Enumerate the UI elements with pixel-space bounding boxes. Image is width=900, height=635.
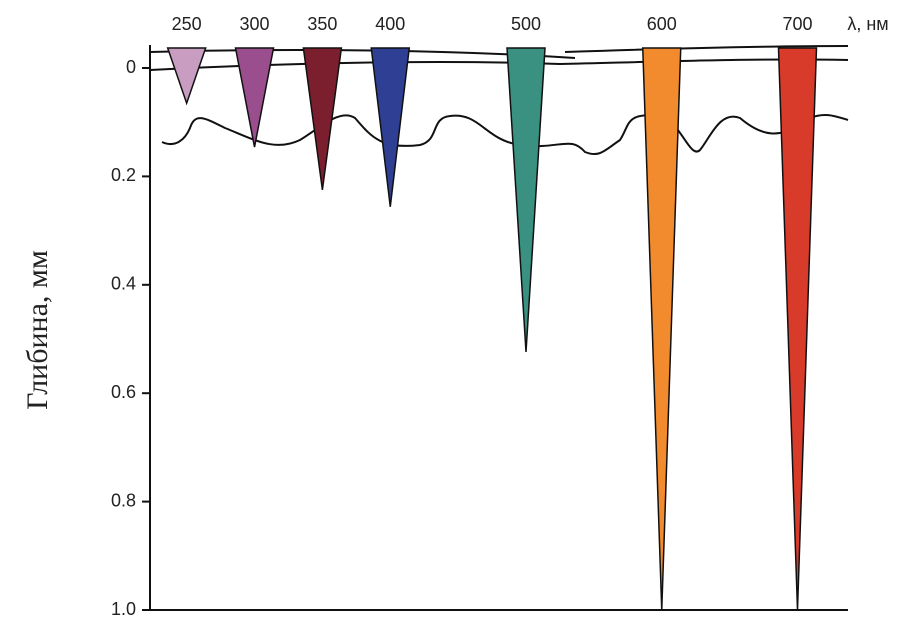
wedge	[641, 47, 682, 611]
y-tick-label: 0	[126, 57, 136, 77]
y-tick-label: 0.8	[111, 490, 136, 510]
x-tick-label: 300	[239, 14, 269, 34]
wedge	[234, 47, 275, 148]
x-tick-label: 600	[647, 14, 677, 34]
x-axis-label: λ, нм	[847, 14, 888, 34]
x-tick-label: 250	[172, 14, 202, 34]
x-tick-label: 500	[511, 14, 541, 34]
wedge	[506, 47, 546, 353]
surface-line	[564, 45, 849, 53]
x-tick-label: 400	[375, 14, 405, 34]
y-axis-label: Глибина, мм	[21, 250, 54, 410]
y-tick-label: 0.4	[111, 274, 136, 294]
layer-boundary	[161, 113, 849, 156]
wedge	[302, 47, 343, 191]
x-tick-label: 350	[307, 14, 337, 34]
wedge	[777, 47, 818, 611]
wedge	[166, 47, 207, 106]
y-tick-label: 0.6	[111, 382, 136, 402]
wedge	[370, 47, 411, 207]
y-tick-label: 0.2	[111, 165, 136, 185]
y-tick-label: 1.0	[111, 599, 136, 619]
x-tick-label: 700	[782, 14, 812, 34]
